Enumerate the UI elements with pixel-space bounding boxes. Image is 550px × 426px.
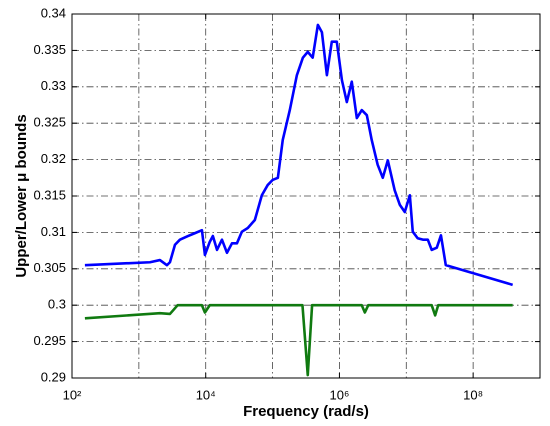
y-axis-label: Upper/Lower μ bounds xyxy=(13,114,30,277)
x-axis-label: Frequency (rad/s) xyxy=(243,403,369,420)
y-tick-label: 0.315 xyxy=(33,187,66,202)
x-tick-label: 10⁶ xyxy=(330,387,350,402)
y-tick-label: 0.305 xyxy=(33,260,66,275)
x-tick-label: 10⁸ xyxy=(463,387,483,402)
y-tick-label: 0.335 xyxy=(33,42,66,57)
plot-frame xyxy=(71,13,541,379)
y-tick-label: 0.325 xyxy=(33,115,66,130)
y-tick-label: 0.33 xyxy=(41,78,66,93)
y-tick-label: 0.31 xyxy=(41,224,66,239)
x-tick-label: 10⁴ xyxy=(196,387,216,402)
y-tick-label: 0.295 xyxy=(33,333,66,348)
y-tick-label: 0.32 xyxy=(41,151,66,166)
series-line xyxy=(84,303,513,377)
series-line xyxy=(84,23,514,287)
y-tick-label: 0.3 xyxy=(48,297,66,312)
y-tick-label: 0.29 xyxy=(41,369,66,384)
y-tick-label: 0.34 xyxy=(41,5,66,20)
x-tick-label: 10² xyxy=(63,387,82,402)
